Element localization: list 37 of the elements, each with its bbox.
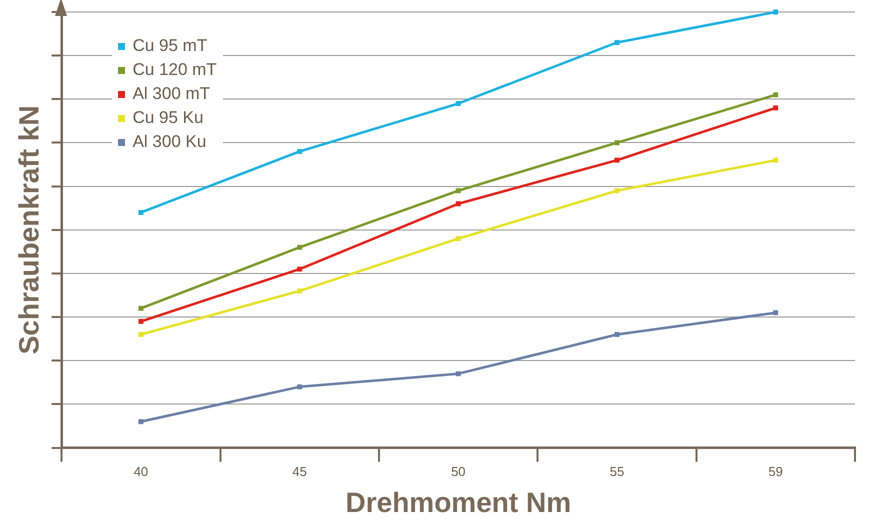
point: [614, 140, 620, 146]
point: [614, 188, 620, 194]
legend-label: Cu 120 mT: [132, 59, 217, 81]
legend-label: Cu 95 mT: [132, 35, 208, 57]
point: [456, 188, 461, 194]
point: [138, 419, 144, 424]
point: [773, 10, 778, 14]
point: [138, 210, 144, 215]
legend-label: Al 300 Ku: [132, 131, 206, 153]
point: [456, 236, 461, 242]
point: [297, 244, 302, 250]
point: [773, 92, 778, 98]
point: [297, 384, 302, 390]
point: [456, 101, 461, 106]
point: [297, 148, 302, 154]
x-tick-label: 40: [134, 464, 148, 480]
x-tick-label: 50: [451, 464, 466, 480]
legend-label: Al 300 mT: [132, 83, 210, 105]
y-axis-title: Schraubenkraft kN: [14, 105, 45, 354]
point: [456, 201, 461, 206]
point: [773, 158, 778, 163]
x-tick-label: 55: [610, 464, 624, 480]
point: [138, 306, 144, 311]
point: [138, 318, 144, 324]
point: [297, 288, 302, 294]
point: [456, 371, 461, 376]
point: [773, 105, 778, 110]
point: [773, 310, 778, 316]
x-tick-label: 59: [768, 464, 783, 480]
point: [297, 266, 302, 272]
point: [614, 40, 620, 45]
x-axis-title: Drehmoment Nm: [346, 486, 572, 518]
point: [614, 158, 620, 163]
x-tick-label: 45: [292, 464, 307, 480]
point: [138, 332, 144, 337]
point: [614, 332, 620, 337]
legend-label: Cu 95 Ku: [132, 107, 204, 129]
